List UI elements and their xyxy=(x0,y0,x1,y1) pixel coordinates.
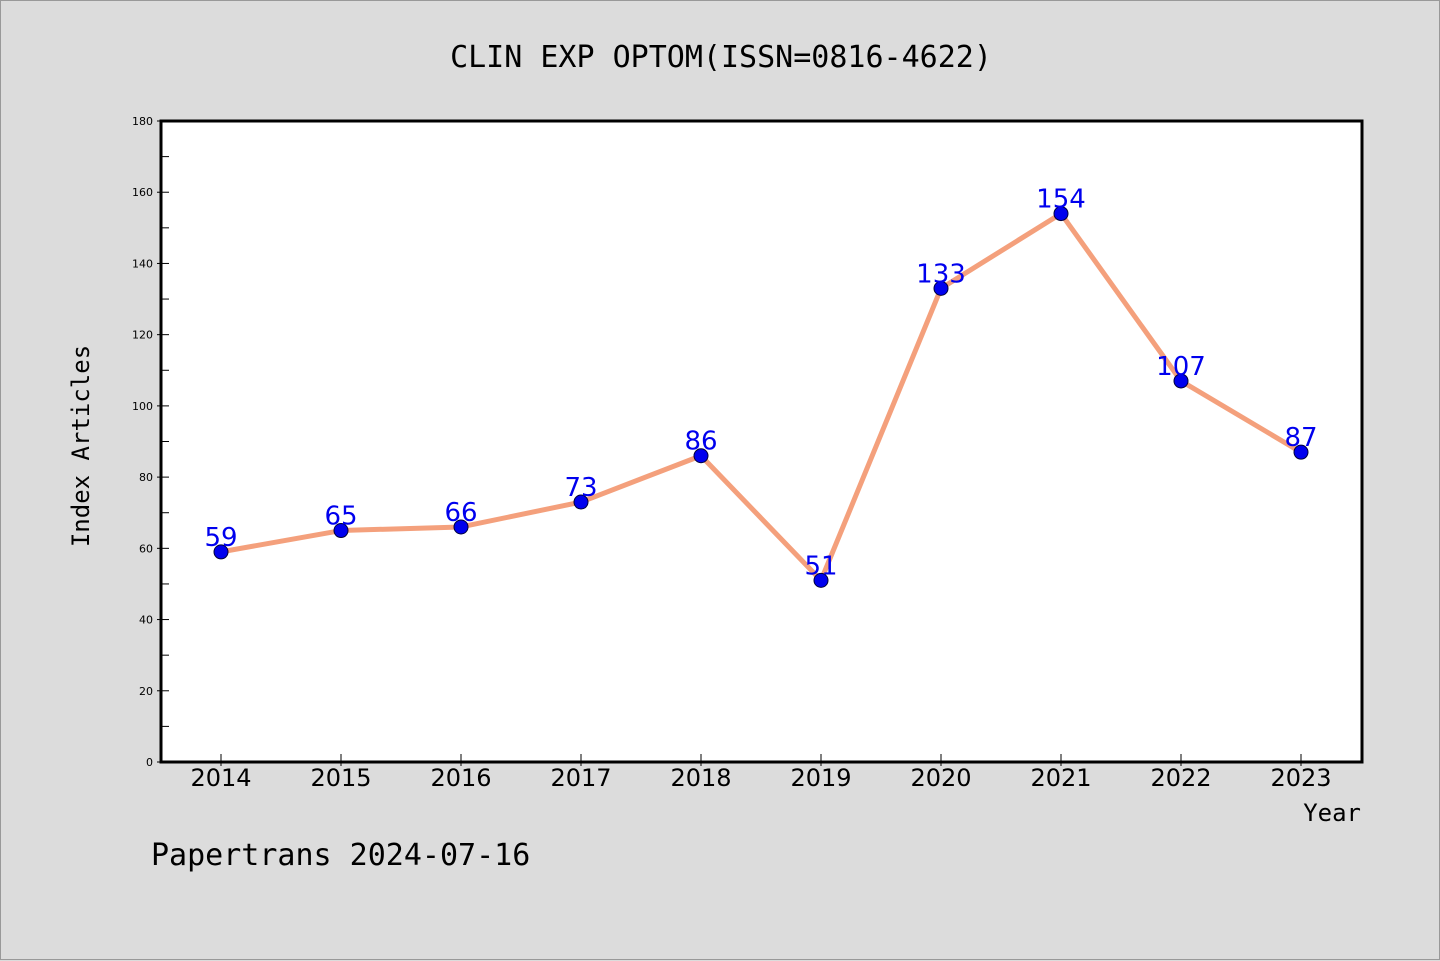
x-tick-label: 2016 xyxy=(430,764,491,792)
y-tick-label: 60 xyxy=(139,542,153,555)
data-point xyxy=(1053,206,1069,222)
x-tick-label: 2015 xyxy=(310,764,371,792)
series-line-group xyxy=(213,206,1309,588)
data-label: 66 xyxy=(444,498,477,528)
data-point xyxy=(1173,373,1189,389)
data-point xyxy=(933,280,949,296)
data-point xyxy=(453,519,469,535)
x-tick-label: 2020 xyxy=(910,764,971,792)
data-point xyxy=(693,448,709,464)
x-tick-label: 2017 xyxy=(550,764,611,792)
data-label: 51 xyxy=(804,551,837,581)
y-tick-label: 20 xyxy=(139,685,153,698)
y-tick-label: 40 xyxy=(139,614,153,627)
x-tick-label: 2022 xyxy=(1150,764,1211,792)
y-tick-label: 180 xyxy=(132,115,153,128)
x-tick-label: 2023 xyxy=(1270,764,1331,792)
y-tick-label: 120 xyxy=(132,329,153,342)
data-point xyxy=(333,523,349,539)
x-tick-label: 2019 xyxy=(790,764,851,792)
chart-title: CLIN EXP OPTOM(ISSN=0816-4622) xyxy=(450,40,992,75)
data-label: 133 xyxy=(916,259,966,289)
x-axis-label: Year xyxy=(1303,799,1361,827)
x-axis: 2014 2015 2016 2017 2018 2019 2020 2021 2022 2023 xyxy=(190,754,1332,792)
x-tick-label: 2021 xyxy=(1030,764,1091,792)
data-label: 154 xyxy=(1036,185,1086,215)
plot-area xyxy=(159,119,1364,764)
y-tick-label: 0 xyxy=(146,756,153,769)
data-label: 59 xyxy=(204,523,237,553)
y-tick-label: 160 xyxy=(132,186,153,199)
data-point xyxy=(1293,444,1309,460)
data-label: 87 xyxy=(1284,423,1317,453)
x-tick-label: 2014 xyxy=(190,764,251,792)
y-axis: 0 20 40 60 80 100 120 140 160 180 xyxy=(132,115,169,769)
x-tick-label: 2018 xyxy=(670,764,731,792)
y-axis-label: Index Articles xyxy=(67,345,95,547)
series-line xyxy=(218,211,1304,583)
data-label: 107 xyxy=(1156,352,1206,382)
data-label: 65 xyxy=(324,502,357,532)
data-point xyxy=(813,572,829,588)
y-tick-label: 100 xyxy=(132,400,153,413)
data-label-group: 59 65 66 73 86 51 133 154 107 87 xyxy=(204,185,1317,582)
data-point xyxy=(213,544,229,560)
y-tick-label: 140 xyxy=(132,257,153,270)
data-point xyxy=(573,494,589,510)
data-label: 73 xyxy=(564,473,597,503)
data-label: 86 xyxy=(684,427,717,457)
footer-credit: Papertrans 2024-07-16 xyxy=(151,838,530,873)
y-tick-label: 80 xyxy=(139,471,153,484)
